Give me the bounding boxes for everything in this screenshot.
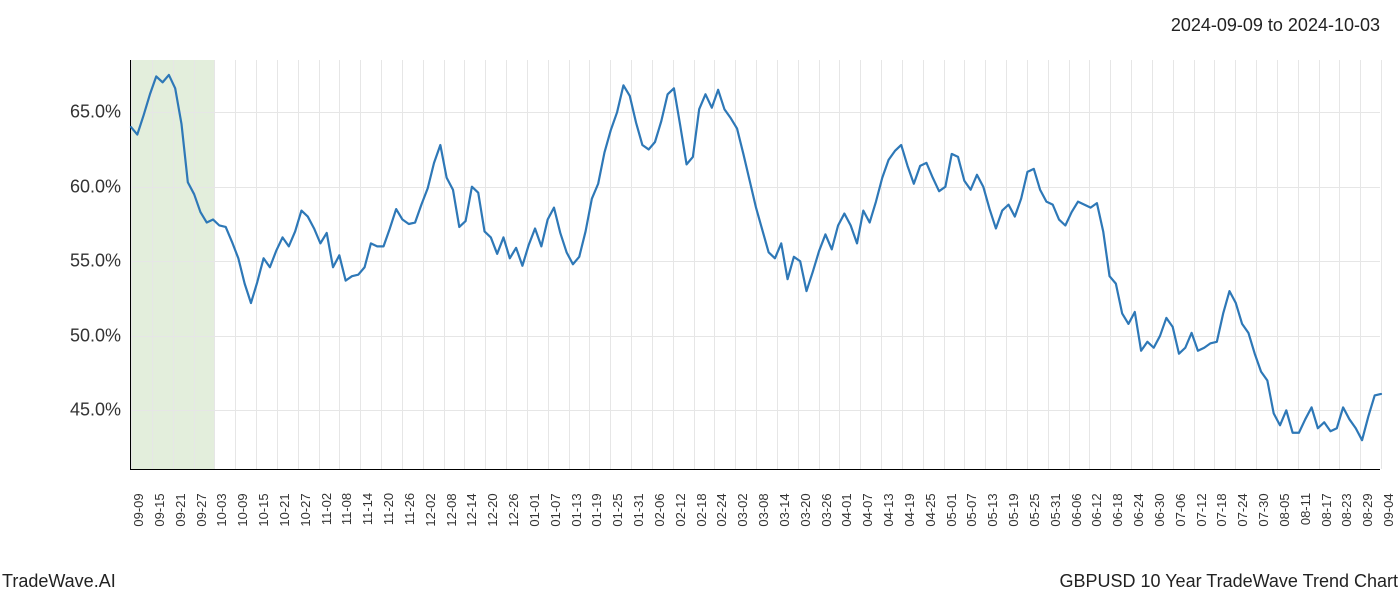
x-tick-label: 12-08 — [444, 493, 459, 526]
x-tick-label: 03-08 — [756, 493, 771, 526]
x-tick-label: 09-27 — [194, 493, 209, 526]
y-tick-label: 65.0% — [70, 102, 121, 123]
x-tick-label: 01-13 — [569, 493, 584, 526]
x-tick-label: 06-30 — [1152, 493, 1167, 526]
x-tick-label: 05-01 — [944, 493, 959, 526]
x-tick-label: 01-31 — [631, 493, 646, 526]
caption-label: GBPUSD 10 Year TradeWave Trend Chart — [1059, 571, 1398, 592]
trend-chart: 45.0% 50.0% 55.0% 60.0% 65.0% 09-09 09-15 09-2… — [0, 0, 1400, 600]
x-tick-label: 02-12 — [673, 493, 688, 526]
x-tick-label: 04-07 — [860, 493, 875, 526]
x-tick-label: 04-01 — [839, 493, 854, 526]
x-tick-label: 11-14 — [360, 493, 375, 525]
x-tick-label: 01-19 — [589, 493, 604, 526]
x-tick-label: 05-31 — [1048, 493, 1063, 526]
x-tick-label: 04-13 — [881, 493, 896, 526]
x-tick-label: 08-29 — [1360, 493, 1375, 526]
x-tick-label: 09-21 — [173, 493, 188, 526]
x-tick-label: 07-06 — [1173, 493, 1188, 526]
x-tick-label: 11-26 — [402, 493, 417, 525]
x-tick-label: 01-25 — [610, 493, 625, 526]
x-tick-label: 04-19 — [902, 493, 917, 526]
x-tick-label: 05-25 — [1027, 493, 1042, 526]
x-tick-label: 06-06 — [1069, 493, 1084, 526]
x-tick-label: 12-02 — [423, 493, 438, 526]
x-tick-label: 03-02 — [735, 493, 750, 526]
x-tick-label: 05-19 — [1006, 493, 1021, 526]
series-polyline — [131, 75, 1381, 440]
plot-area: 45.0%50.0%55.0%60.0%65.0% 09-0909-1509-2… — [130, 60, 1380, 470]
x-tick-label: 09-04 — [1381, 493, 1396, 526]
x-tick-label: 05-13 — [985, 493, 1000, 526]
x-tick-label: 11-20 — [381, 493, 396, 525]
x-tick-label: 06-12 — [1089, 493, 1104, 526]
x-tick-label: 10-27 — [298, 493, 313, 526]
x-tick-label: 10-09 — [235, 493, 250, 526]
x-tick-label: 02-18 — [694, 493, 709, 526]
x-tick-label: 06-18 — [1110, 493, 1125, 526]
x-tick-label: 03-20 — [798, 493, 813, 526]
x-tick-label: 07-18 — [1214, 493, 1229, 526]
x-tick-label: 08-05 — [1277, 493, 1292, 526]
y-tick-label: 55.0% — [70, 251, 121, 272]
x-tick-label: 07-30 — [1256, 493, 1271, 526]
x-tick-label: 09-15 — [152, 493, 167, 526]
x-tick-label: 07-12 — [1194, 493, 1209, 526]
x-tick-label: 12-20 — [485, 493, 500, 526]
y-tick-label: 45.0% — [70, 400, 121, 421]
x-tick-label: 09-09 — [131, 493, 146, 526]
x-tick-label: 08-17 — [1319, 493, 1334, 526]
x-tick-label: 11-08 — [339, 493, 354, 525]
x-tick-label: 04-25 — [923, 493, 938, 526]
x-tick-label: 02-06 — [652, 493, 667, 526]
x-tick-label: 12-14 — [464, 493, 479, 526]
x-tick-label: 07-24 — [1235, 493, 1250, 526]
x-tick-label: 08-23 — [1339, 493, 1354, 526]
brand-label: TradeWave.AI — [2, 571, 116, 592]
y-tick-label: 60.0% — [70, 176, 121, 197]
x-tick-label: 03-26 — [819, 493, 834, 526]
x-tick-label: 06-24 — [1131, 493, 1146, 526]
x-tick-label: 01-01 — [527, 493, 542, 526]
x-tick-label: 02-24 — [714, 493, 729, 526]
x-tick-label: 11-02 — [319, 493, 334, 525]
x-tick-label: 03-14 — [777, 493, 792, 526]
x-tick-label: 12-26 — [506, 493, 521, 526]
x-tick-label: 01-07 — [548, 493, 563, 526]
x-tick-label: 08-11 — [1298, 493, 1313, 525]
x-tick-label: 10-03 — [214, 493, 229, 526]
line-series — [131, 60, 1381, 470]
x-tick-label: 10-21 — [277, 493, 292, 526]
y-tick-label: 50.0% — [70, 325, 121, 346]
gridline-v — [1381, 60, 1382, 469]
x-tick-label: 10-15 — [256, 493, 271, 526]
x-tick-label: 05-07 — [964, 493, 979, 526]
